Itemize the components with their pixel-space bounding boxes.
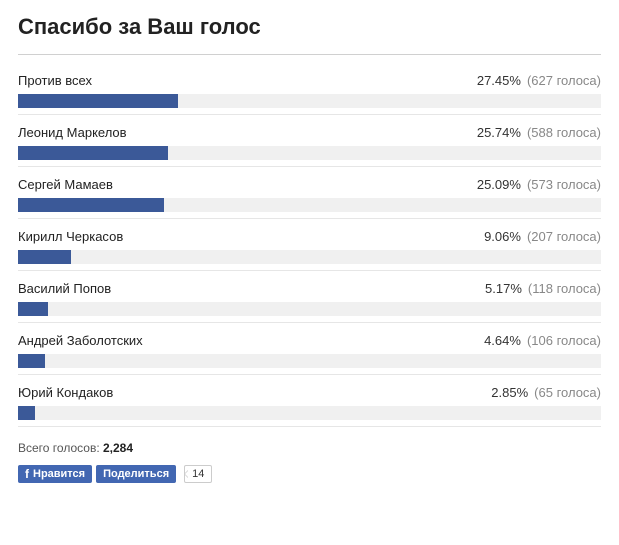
bar-fill bbox=[18, 198, 164, 212]
poll-votes: (588 голоса) bbox=[527, 125, 601, 140]
poll-percent: 27.45% bbox=[477, 73, 521, 88]
poll-title: Спасибо за Ваш голос bbox=[18, 14, 601, 40]
poll-row: Василий Попов 5.17% (118 голоса) bbox=[18, 281, 601, 296]
poll-votes: (118 голоса) bbox=[528, 281, 601, 296]
share-count: 14 bbox=[184, 465, 212, 483]
poll-label: Против всех bbox=[18, 73, 92, 88]
poll-percent: 25.09% bbox=[477, 177, 521, 192]
poll-percent: 25.74% bbox=[477, 125, 521, 140]
poll-item: Юрий Кондаков 2.85% (65 голоса) bbox=[18, 375, 601, 427]
poll-votes: (207 голоса) bbox=[527, 229, 601, 244]
poll-item: Кирилл Черкасов 9.06% (207 голоса) bbox=[18, 219, 601, 271]
bar-track bbox=[18, 406, 601, 420]
poll-votes: (573 голоса) bbox=[527, 177, 601, 192]
poll-label: Кирилл Черкасов bbox=[18, 229, 123, 244]
poll-votes: (106 голоса) bbox=[527, 333, 601, 348]
facebook-icon: f bbox=[25, 468, 29, 480]
poll-row: Против всех 27.45% (627 голоса) bbox=[18, 73, 601, 88]
poll-percent: 4.64% bbox=[484, 333, 521, 348]
bar-fill bbox=[18, 406, 35, 420]
bar-track bbox=[18, 302, 601, 316]
bar-fill bbox=[18, 250, 71, 264]
total-row: Всего голосов: 2,284 bbox=[18, 441, 601, 455]
poll-stats: 25.09% (573 голоса) bbox=[477, 177, 601, 192]
poll-item: Против всех 27.45% (627 голоса) bbox=[18, 63, 601, 115]
poll-stats: 27.45% (627 голоса) bbox=[477, 73, 601, 88]
poll-votes: (627 голоса) bbox=[527, 73, 601, 88]
total-label: Всего голосов: bbox=[18, 441, 100, 455]
poll-row: Сергей Мамаев 25.09% (573 голоса) bbox=[18, 177, 601, 192]
bar-track bbox=[18, 250, 601, 264]
poll-item: Андрей Заболотских 4.64% (106 голоса) bbox=[18, 323, 601, 375]
bar-track bbox=[18, 354, 601, 368]
poll-item: Леонид Маркелов 25.74% (588 голоса) bbox=[18, 115, 601, 167]
poll-votes: (65 голоса) bbox=[534, 385, 601, 400]
poll-row: Андрей Заболотских 4.64% (106 голоса) bbox=[18, 333, 601, 348]
bar-track bbox=[18, 94, 601, 108]
like-button[interactable]: f Нравится bbox=[18, 465, 92, 483]
poll-label: Юрий Кондаков bbox=[18, 385, 113, 400]
poll-row: Кирилл Черкасов 9.06% (207 голоса) bbox=[18, 229, 601, 244]
poll-percent: 5.17% bbox=[485, 281, 522, 296]
poll-row: Юрий Кондаков 2.85% (65 голоса) bbox=[18, 385, 601, 400]
poll-label: Сергей Мамаев bbox=[18, 177, 113, 192]
share-button[interactable]: Поделиться bbox=[96, 465, 176, 483]
poll-percent: 2.85% bbox=[491, 385, 528, 400]
poll-item: Сергей Мамаев 25.09% (573 голоса) bbox=[18, 167, 601, 219]
poll-stats: 4.64% (106 голоса) bbox=[484, 333, 601, 348]
divider bbox=[18, 54, 601, 55]
poll-percent: 9.06% bbox=[484, 229, 521, 244]
poll-label: Андрей Заболотских bbox=[18, 333, 143, 348]
poll-item: Василий Попов 5.17% (118 голоса) bbox=[18, 271, 601, 323]
poll-stats: 9.06% (207 голоса) bbox=[484, 229, 601, 244]
bar-track bbox=[18, 198, 601, 212]
poll-row: Леонид Маркелов 25.74% (588 голоса) bbox=[18, 125, 601, 140]
like-label: Нравится bbox=[33, 468, 85, 480]
share-label: Поделиться bbox=[103, 468, 169, 480]
poll-stats: 5.17% (118 голоса) bbox=[485, 281, 601, 296]
bar-fill bbox=[18, 94, 178, 108]
bar-track bbox=[18, 146, 601, 160]
total-value: 2,284 bbox=[103, 441, 133, 455]
poll-list: Против всех 27.45% (627 голоса) Леонид Марк… bbox=[18, 63, 601, 427]
poll-stats: 2.85% (65 голоса) bbox=[491, 385, 601, 400]
bar-fill bbox=[18, 146, 168, 160]
bar-fill bbox=[18, 302, 48, 316]
poll-label: Василий Попов bbox=[18, 281, 111, 296]
poll-stats: 25.74% (588 голоса) bbox=[477, 125, 601, 140]
bar-fill bbox=[18, 354, 45, 368]
share-row: f Нравится Поделиться 14 bbox=[18, 465, 601, 483]
poll-label: Леонид Маркелов bbox=[18, 125, 127, 140]
